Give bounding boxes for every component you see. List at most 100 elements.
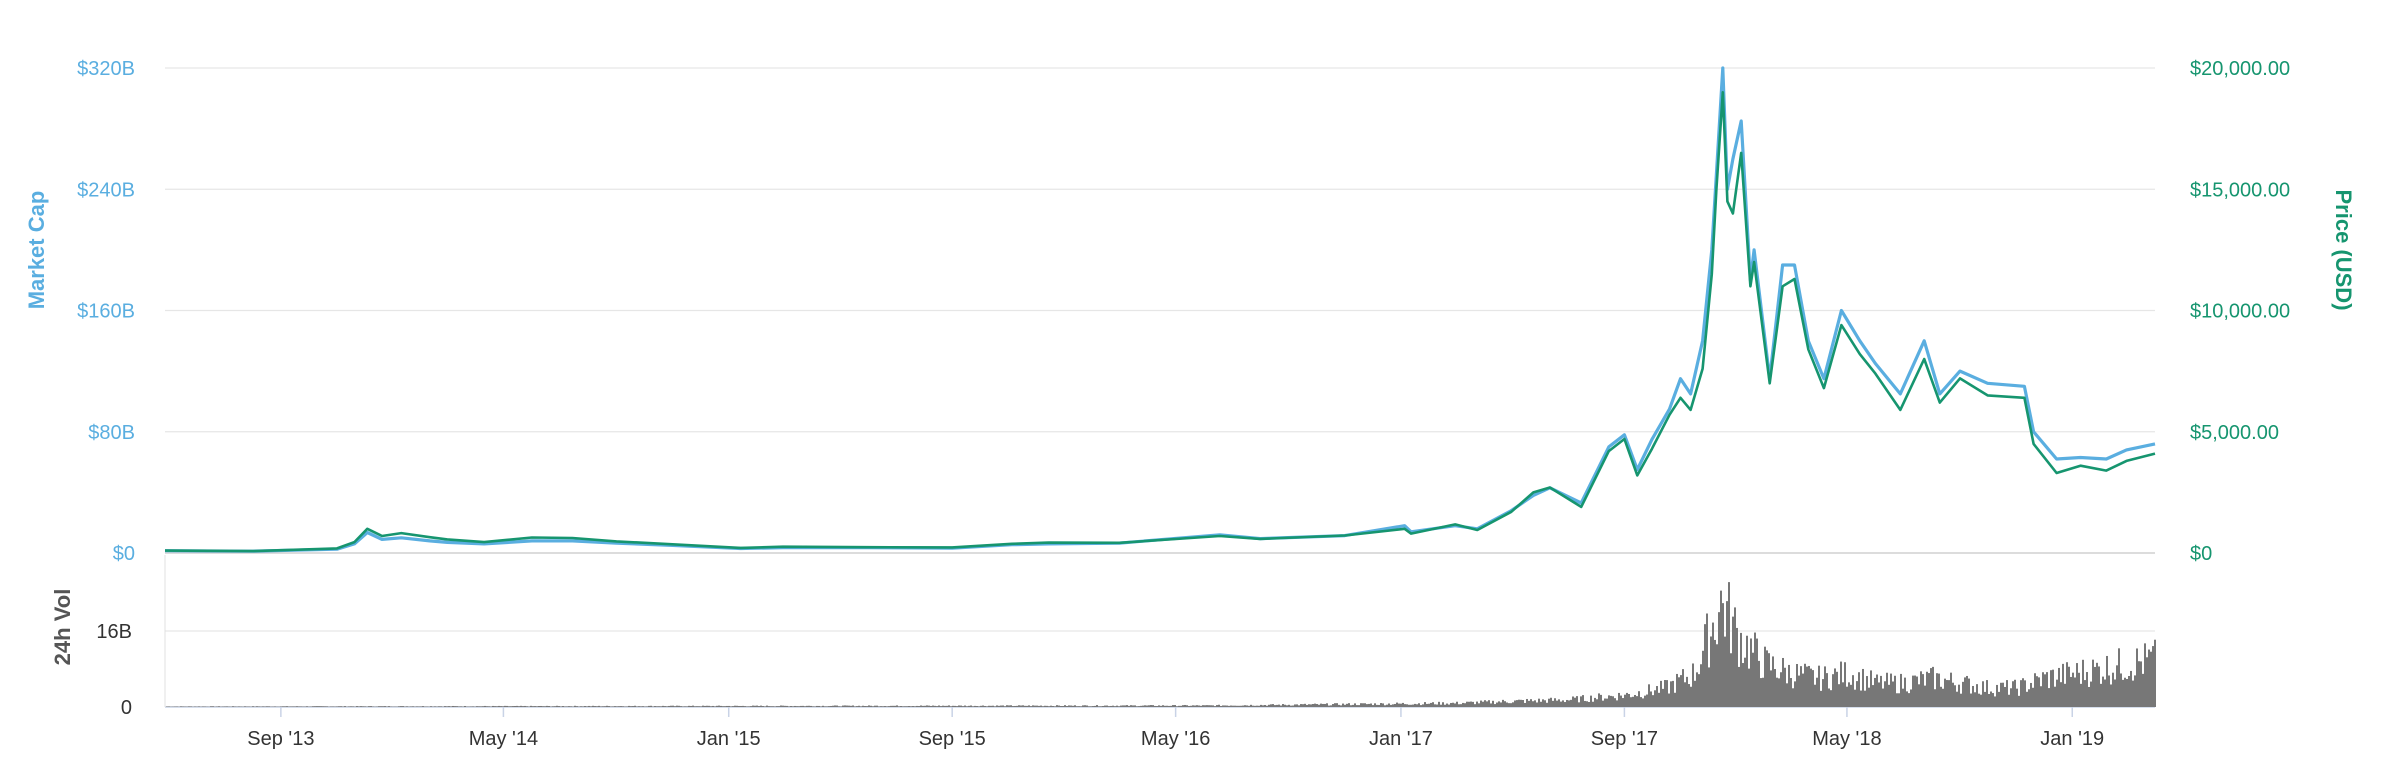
volume-bar — [800, 705, 802, 707]
volume-bar — [844, 705, 846, 707]
volume-bar — [562, 706, 564, 707]
volume-bar — [2054, 686, 2056, 707]
volume-bar — [1468, 701, 1470, 707]
volume-bar — [452, 705, 454, 707]
volume-bar — [400, 706, 402, 707]
right-tick-label: $15,000.00 — [2190, 179, 2290, 201]
volume-bar — [1602, 700, 1604, 707]
volume-bar — [570, 706, 572, 707]
volume-bar — [1442, 702, 1444, 707]
volume-bar — [1780, 672, 1782, 707]
right-tick-label: $0 — [2190, 543, 2212, 565]
volume-bar — [258, 706, 260, 707]
volume-bar — [1418, 703, 1420, 707]
volume-bar — [1440, 704, 1442, 707]
volume-bar — [1218, 704, 1220, 707]
volume-bar — [1084, 705, 1086, 707]
volume-bar — [1852, 675, 1854, 707]
volume-bar — [886, 706, 888, 707]
volume-bar — [294, 706, 296, 707]
volume-bar — [2012, 681, 2014, 707]
volume-bar — [906, 706, 908, 707]
volume-bar — [412, 706, 414, 707]
volume-bar — [810, 705, 812, 707]
volume-bar — [444, 706, 446, 707]
volume-bar — [494, 706, 496, 707]
volume-bar — [652, 706, 654, 707]
volume-bar — [1106, 705, 1108, 707]
volume-bar — [180, 706, 182, 707]
volume-bar — [682, 706, 684, 707]
volume-bar — [1914, 675, 1916, 707]
volume-bar — [486, 706, 488, 707]
volume-bar — [1368, 703, 1370, 707]
volume-bar — [820, 706, 822, 707]
volume-bar — [756, 705, 758, 707]
volume-bar — [1398, 703, 1400, 707]
volume-bar — [606, 705, 608, 707]
volume-bar — [854, 706, 856, 707]
volume-bar — [732, 706, 734, 707]
volume-bar — [546, 705, 548, 707]
volume-bar — [718, 705, 720, 707]
volume-bar — [1650, 691, 1652, 707]
x-tick-label: May '16 — [1141, 728, 1210, 750]
left-tick-label: $240B — [77, 179, 135, 201]
volume-bar — [1394, 703, 1396, 707]
volume-bar — [1522, 699, 1524, 707]
volume-bar — [2128, 675, 2130, 707]
volume-bar — [1790, 678, 1792, 707]
volume-bar — [962, 706, 964, 707]
volume-bar — [1842, 682, 1844, 707]
volume-bar — [1146, 705, 1148, 707]
volume-bar — [924, 705, 926, 707]
volume-bar — [1800, 666, 1802, 707]
volume-bar — [286, 706, 288, 707]
volume-bar — [1864, 690, 1866, 707]
volume-bar — [168, 706, 170, 707]
volume-bar — [1024, 705, 1026, 707]
volume-bar — [750, 706, 752, 707]
x-tick-label: Jan '17 — [1369, 728, 1433, 750]
volume-bar — [914, 706, 916, 707]
volume-bar — [1256, 705, 1258, 707]
volume-bar — [1674, 692, 1676, 707]
volume-bars — [166, 582, 2156, 707]
volume-bar — [778, 706, 780, 707]
volume-bar — [1428, 703, 1430, 707]
volume-bar — [202, 706, 204, 707]
volume-bar — [316, 706, 318, 707]
volume-bar — [1180, 705, 1182, 707]
volume-bar — [1708, 667, 1710, 707]
volume-bar — [1962, 681, 1964, 707]
volume-bar — [2094, 666, 2096, 707]
volume-bar — [1546, 702, 1548, 707]
volume-bar — [1454, 703, 1456, 707]
volume-bar — [566, 706, 568, 707]
volume-bar — [1814, 684, 1816, 707]
left-axis-title: Market Cap — [24, 191, 49, 310]
volume-bar — [936, 706, 938, 707]
volume-bar — [1664, 680, 1666, 707]
volume-bar — [1072, 705, 1074, 707]
volume-bar — [1528, 700, 1530, 707]
volume-bar — [1426, 703, 1428, 707]
volume-bar — [2092, 659, 2094, 707]
volume-bar — [1370, 703, 1372, 707]
x-tick-label: May '14 — [469, 728, 538, 750]
volume-bar — [786, 705, 788, 707]
volume-bar — [1486, 701, 1488, 707]
volume-bar — [1214, 706, 1216, 707]
volume-bar — [1750, 638, 1752, 707]
volume-bar — [370, 706, 372, 707]
volume-bar — [628, 705, 630, 707]
volume-bar — [1148, 705, 1150, 707]
volume-bar — [1960, 693, 1962, 707]
volume-bar — [1420, 705, 1422, 707]
volume-bar — [980, 705, 982, 707]
volume-bar — [1002, 705, 1004, 707]
volume-bar — [1378, 704, 1380, 707]
volume-bar — [1196, 705, 1198, 707]
volume-bar — [858, 705, 860, 707]
